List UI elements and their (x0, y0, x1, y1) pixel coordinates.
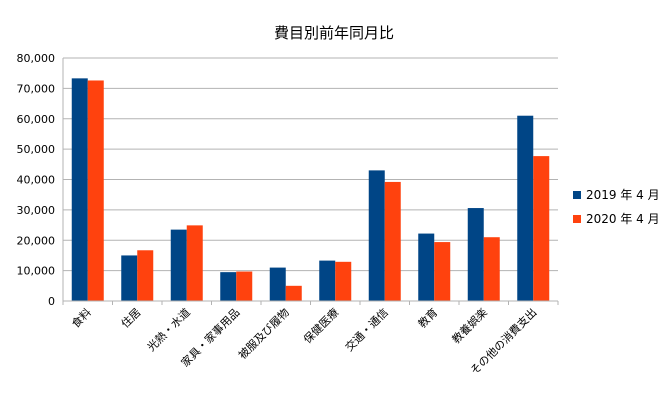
bar (467, 208, 484, 301)
legend-label: 2019 年 4 月 (586, 188, 660, 202)
bar (170, 229, 187, 301)
x-category-label: 保健医療 (300, 305, 341, 346)
bar (319, 260, 336, 301)
legend-swatch (573, 191, 581, 199)
y-tick-label: 20,000 (17, 234, 56, 247)
bar (220, 272, 237, 301)
bar (186, 225, 203, 301)
legend-label: 2020 年 4 月 (586, 212, 660, 226)
y-tick-label: 80,000 (17, 52, 56, 65)
y-tick-label: 40,000 (17, 174, 56, 187)
y-tick-label: 70,000 (17, 82, 56, 95)
y-tick-label: 60,000 (17, 113, 56, 126)
bar (384, 181, 401, 301)
bar (434, 242, 451, 301)
x-category-label: 被服及び履物 (235, 305, 292, 362)
bar (483, 237, 500, 301)
x-category-label: 光熱・水道 (144, 305, 193, 354)
bar (87, 80, 104, 301)
legend: 2019 年 4 月 2020 年 4 月 (573, 188, 660, 226)
legend-swatch (573, 215, 581, 223)
bar (368, 170, 385, 301)
bars-layer (71, 78, 550, 302)
y-tick-label: 50,000 (17, 143, 56, 156)
bar (137, 250, 154, 301)
y-tick-label: 0 (48, 295, 55, 308)
bar (236, 271, 253, 301)
x-category-label: 住居 (118, 305, 143, 330)
y-tick-label: 10,000 (17, 265, 56, 278)
x-category-label: 交通・通信 (342, 305, 391, 354)
x-category-label: 教養娯楽 (449, 305, 490, 346)
chart-title: 費目別前年同月比 (274, 24, 394, 42)
bar (71, 78, 88, 301)
bar (121, 255, 138, 301)
bar (269, 267, 286, 301)
y-tick-label: 30,000 (17, 204, 56, 217)
x-category-label: 教育 (415, 305, 440, 330)
bar (418, 233, 435, 301)
x-category-label: 食料 (68, 305, 93, 330)
bar (517, 115, 534, 302)
bar (533, 156, 550, 301)
bar (335, 261, 352, 301)
bar (285, 285, 302, 301)
